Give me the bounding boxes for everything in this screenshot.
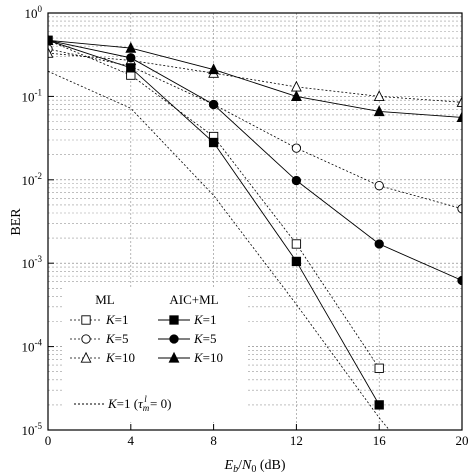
- legend-marker-ml: [81, 315, 91, 325]
- legend: ML AIC+ML K=1 K=1 K=5 K=5 K=10 K=10 K=1 (τml …: [62, 288, 248, 422]
- legend-header-ml: ML: [95, 292, 115, 307]
- legend-background: [62, 288, 248, 422]
- y-axis-label: BER: [9, 208, 24, 236]
- data-point: [208, 63, 220, 75]
- x-tick-label: 20: [456, 433, 469, 448]
- data-point: [291, 175, 302, 186]
- series-line: [48, 70, 390, 430]
- legend-label-reference: K=1 (τml = 0): [107, 394, 171, 413]
- data-point: [374, 400, 384, 410]
- y-tick-label: 10-3: [22, 254, 43, 271]
- plot-frame: [47, 12, 463, 431]
- series-line: [48, 39, 462, 118]
- data-point: [373, 105, 385, 117]
- x-tick-label: 16: [373, 433, 387, 448]
- x-tick-label: 12: [290, 433, 303, 448]
- series-line: [48, 52, 462, 103]
- axis-ticks: 0 4 8 12 16 20 100 10-1 10-2 10-3 10-4 10-5: [22, 4, 469, 448]
- x-tick-label: 8: [210, 433, 217, 448]
- x-tick-label: 0: [45, 433, 52, 448]
- y-tick-label: 10-5: [22, 421, 43, 438]
- legend-rows: K=1 K=1 K=5 K=5 K=10 K=10: [70, 312, 223, 365]
- legend-marker-aic: [169, 334, 179, 344]
- data-point: [456, 111, 462, 123]
- legend-label-ml: K=5: [105, 331, 129, 346]
- legend-label-ml: K=1: [105, 312, 129, 327]
- data-point: [125, 41, 137, 53]
- x-axis-label: Eb/N0 (dB): [224, 458, 286, 474]
- legend-marker-aic: [169, 315, 179, 325]
- legend-marker-ml: [81, 334, 91, 344]
- data-point: [126, 63, 136, 73]
- data-point: [290, 90, 302, 102]
- data-point: [374, 239, 384, 249]
- legend-marker-ml: [80, 351, 92, 363]
- legend-label-aic: K=5: [193, 331, 217, 346]
- data-point: [291, 239, 302, 249]
- legend-header-aic-ml: AIC+ML: [169, 292, 218, 307]
- series-line: [48, 39, 462, 281]
- y-tick-label: 100: [25, 4, 43, 21]
- y-tick-label: 10-2: [22, 171, 43, 188]
- y-tick-label: 10-1: [22, 87, 43, 104]
- data-point: [373, 90, 385, 102]
- legend-marker-aic: [168, 351, 180, 363]
- x-tick-label: 4: [128, 433, 135, 448]
- data-point: [48, 34, 54, 45]
- y-tick-label: 10-4: [22, 338, 43, 355]
- legend-label-ml: K=10: [105, 350, 135, 365]
- data-point: [126, 53, 136, 63]
- data-point: [208, 99, 219, 110]
- data-point: [456, 96, 462, 107]
- data-point: [208, 137, 219, 148]
- data-point: [374, 181, 384, 191]
- data-point: [374, 363, 384, 373]
- series-aic-ml-k10: [48, 34, 462, 123]
- legend-label-aic: K=10: [193, 350, 223, 365]
- data-point: [291, 143, 302, 153]
- series-reference-k1: [48, 70, 390, 430]
- legend-label-aic: K=1: [193, 312, 217, 327]
- data-point: [48, 46, 54, 58]
- series-group: [48, 34, 462, 430]
- data-point: [291, 256, 302, 267]
